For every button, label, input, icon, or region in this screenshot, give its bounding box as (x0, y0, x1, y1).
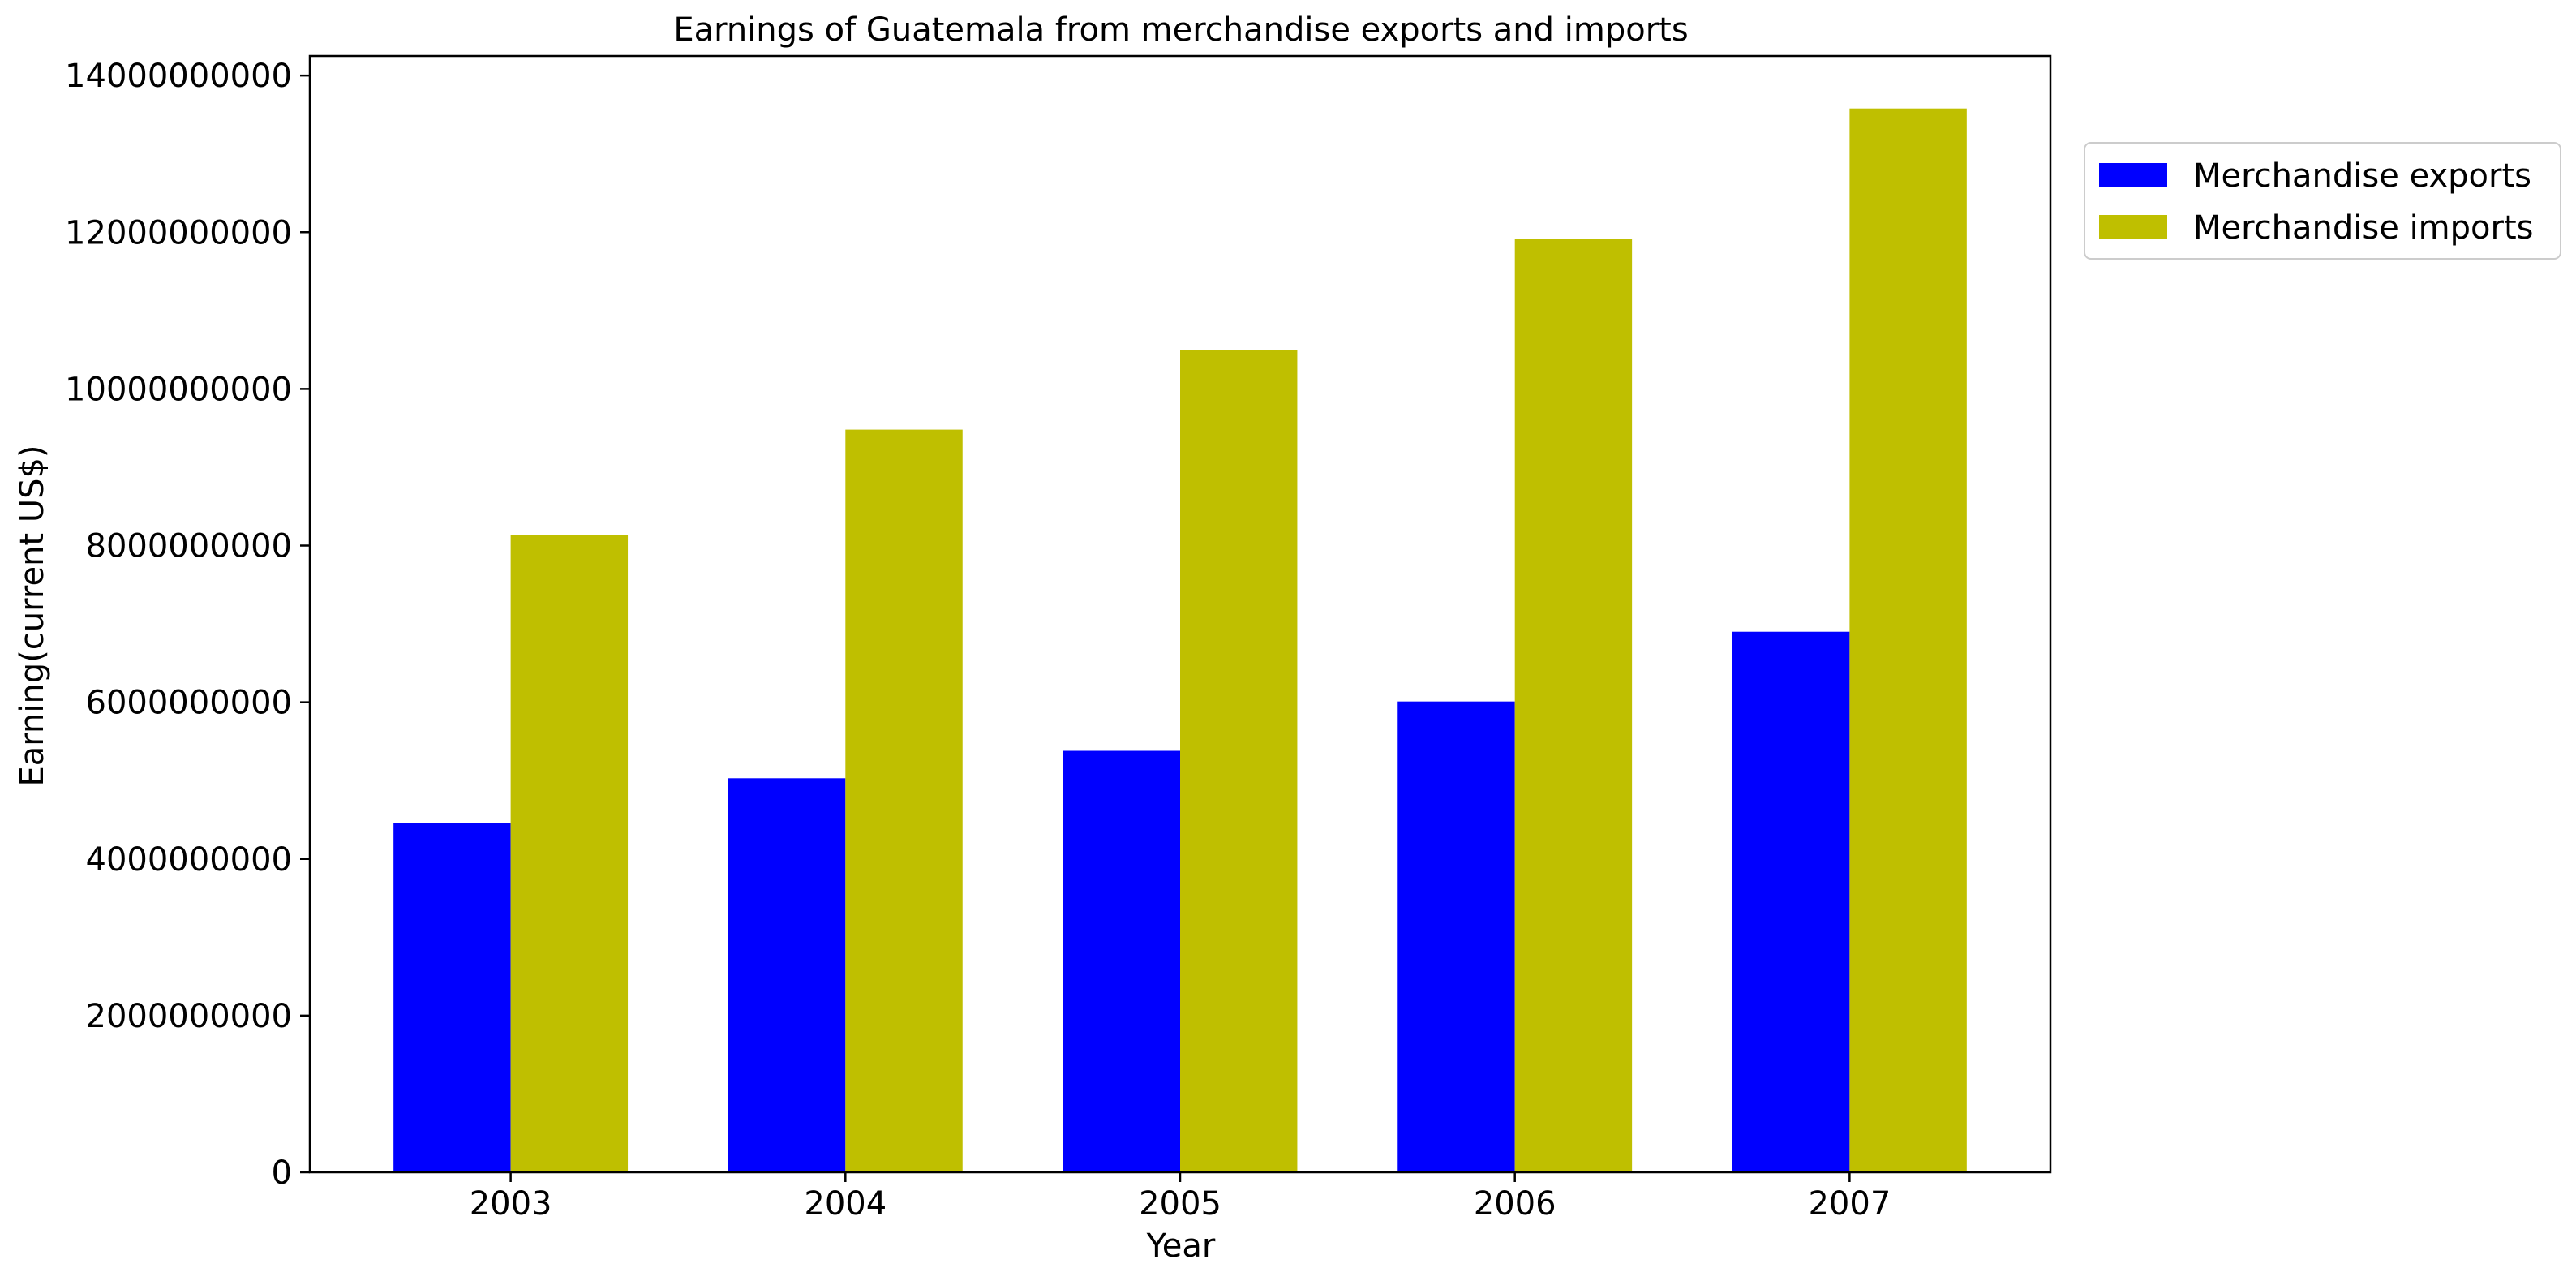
legend-swatch-merchandise-imports (2099, 215, 2167, 239)
x-tick-label: 2005 (1139, 1185, 1221, 1223)
y-tick-label: 6000000000 (86, 685, 293, 722)
x-axis-label: Year (1146, 1227, 1216, 1265)
bar-marks (393, 108, 1967, 1173)
bar-merchandise-imports (1849, 108, 1967, 1172)
legend-box (2084, 142, 2561, 260)
bar-merchandise-imports (1180, 350, 1298, 1173)
y-tick-label: 0 (272, 1154, 292, 1192)
y-tick-label: 12000000000 (65, 214, 292, 251)
x-axis-ticks: 2003 2004 2005 2006 2007 (470, 1172, 1891, 1223)
bar-merchandise-imports (1514, 239, 1633, 1173)
plot-area-frame (308, 54, 2052, 1174)
y-tick-label: 4000000000 (86, 841, 293, 879)
bar-merchandise-exports (1397, 701, 1515, 1172)
bar-merchandise-imports (845, 429, 963, 1172)
y-axis-label: Earning(current US$) (14, 445, 51, 786)
bar-merchandise-imports (510, 535, 629, 1172)
y-tick-label: 2000000000 (86, 998, 293, 1035)
x-tick-label: 2006 (1474, 1185, 1556, 1223)
bar-merchandise-exports (393, 823, 511, 1172)
bar-merchandise-exports (1732, 631, 1850, 1172)
bar-merchandise-exports (1063, 750, 1180, 1172)
y-tick-label: 10000000000 (65, 371, 292, 408)
legend-swatch-merchandise-exports (2099, 163, 2167, 187)
x-tick-label: 2007 (1808, 1185, 1891, 1223)
bar-merchandise-exports (728, 778, 846, 1172)
legend: Merchandise exports Merchandise imports (2084, 142, 2561, 260)
y-axis-ticks: 0 2000000000 4000000000 6000000000 800000000… (65, 58, 310, 1192)
x-tick-label: 2003 (470, 1185, 552, 1223)
legend-label-merchandise-imports: Merchandise imports (2193, 209, 2533, 247)
x-tick-label: 2004 (804, 1185, 887, 1223)
y-tick-label: 8000000000 (86, 528, 293, 565)
legend-label-merchandise-exports: Merchandise exports (2193, 157, 2531, 195)
y-tick-label: 14000000000 (65, 58, 292, 95)
chart-title: Earnings of Guatemala from merchandise e… (673, 11, 1688, 49)
